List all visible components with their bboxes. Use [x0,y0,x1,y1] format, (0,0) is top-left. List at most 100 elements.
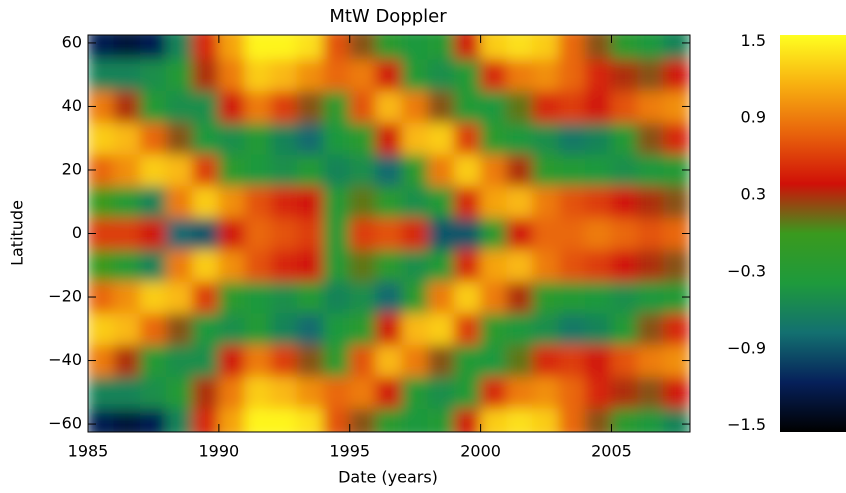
heatmap-cell [532,407,560,432]
colorbar-tick-label: −0.3 [727,261,766,280]
heatmap-cell [244,58,272,92]
heatmap-cell [192,248,220,282]
heatmap-cell [113,153,141,187]
heatmap-cell [506,90,534,123]
heatmap-cell [244,185,272,219]
heatmap-cell [610,153,639,187]
heatmap-cell [558,58,586,92]
y-tick-label: 40 [62,96,82,115]
heatmap-cell [480,217,508,250]
heatmap-cell [584,312,612,346]
heatmap-cell [139,58,168,92]
heatmap-cell [427,375,455,409]
heatmap-cell [192,90,220,123]
heatmap-cell [427,407,455,432]
heatmap-cell [610,217,639,250]
x-tick-label: 1990 [199,442,240,461]
y-tick-label: 20 [62,159,82,178]
heatmap-cell [506,407,534,432]
heatmap-cell [296,375,325,409]
heatmap-cell [323,58,351,92]
heatmap-cell [401,153,429,187]
heatmap-cell [270,344,298,377]
heatmap-cell [192,280,220,314]
heatmap-cell [218,375,246,409]
heatmap-cell [192,35,220,60]
heatmap-cell [218,407,246,432]
heatmap-cell [610,375,639,409]
heatmap-cell [453,185,482,219]
heatmap-cell [453,121,482,155]
heatmap-cell [349,35,377,60]
heatmap-cell [532,121,560,155]
heatmap-cell [610,407,639,432]
heatmap-cell [296,312,325,346]
heatmap-cell [113,344,141,377]
heatmap-cell [637,58,665,92]
heatmap-cell [139,90,168,123]
heatmap-cell [296,90,325,123]
heatmap-cell [244,248,272,282]
heatmap-cell [480,312,508,346]
heatmap-cell [663,35,690,60]
heatmap [88,35,690,432]
heatmap-cell [88,407,115,432]
heatmap-cell [637,90,665,123]
heatmap-cell [375,35,403,60]
heatmap-cell [113,35,141,60]
heatmap-cell [453,248,482,282]
heatmap-cell [244,344,272,377]
heatmap-cell [349,153,377,187]
heatmap-cell [506,375,534,409]
heatmap-cell [270,185,298,219]
heatmap-cell [349,312,377,346]
heatmap-cell [139,280,168,314]
heatmap-cell [323,344,351,377]
heatmap-cell [532,153,560,187]
heatmap-cell [506,248,534,282]
heatmap-cell [584,375,612,409]
heatmap-cell [663,121,690,155]
heatmap-cell [88,58,115,92]
heatmap-cell [532,375,560,409]
heatmap-cell [532,90,560,123]
heatmap-cell [192,217,220,250]
heatmap-cell [532,58,560,92]
heatmap-cell [349,248,377,282]
heatmap-cell [166,407,194,432]
heatmap-cell [401,248,429,282]
heatmap-cell [113,407,141,432]
heatmap-cell [166,35,194,60]
heatmap-cell [218,312,246,346]
heatmap-cell [88,312,115,346]
heatmap-cell [532,248,560,282]
heatmap-cell [349,375,377,409]
heatmap-cell [610,248,639,282]
heatmap-cell [270,280,298,314]
heatmap-cell [192,58,220,92]
heatmap-cell [401,185,429,219]
heatmap-cell [166,375,194,409]
heatmap-cell [558,344,586,377]
heatmap-cell [244,407,272,432]
heatmap-cell [349,58,377,92]
axes: 1985 1990 1995 2000 2005 −60 −40 −20 0 20 40 60 −1.5… [48,31,766,461]
heatmap-cell [637,375,665,409]
heatmap-cell [663,407,690,432]
heatmap-cell [218,121,246,155]
heatmap-cell [427,217,455,250]
x-tick-label: 2000 [460,442,501,461]
heatmap-cell [401,375,429,409]
heatmap-cell [480,248,508,282]
x-tick-label: 2005 [591,442,632,461]
heatmap-cell [532,312,560,346]
heatmap-cell [218,344,246,377]
heatmap-cell [453,153,482,187]
heatmap-cell [558,312,586,346]
heatmap-cell [506,312,534,346]
heatmap-cell [323,90,351,123]
heatmap-cell [427,35,455,60]
heatmap-cell [113,375,141,409]
heatmap-cell [166,58,194,92]
heatmap-cell [610,312,639,346]
